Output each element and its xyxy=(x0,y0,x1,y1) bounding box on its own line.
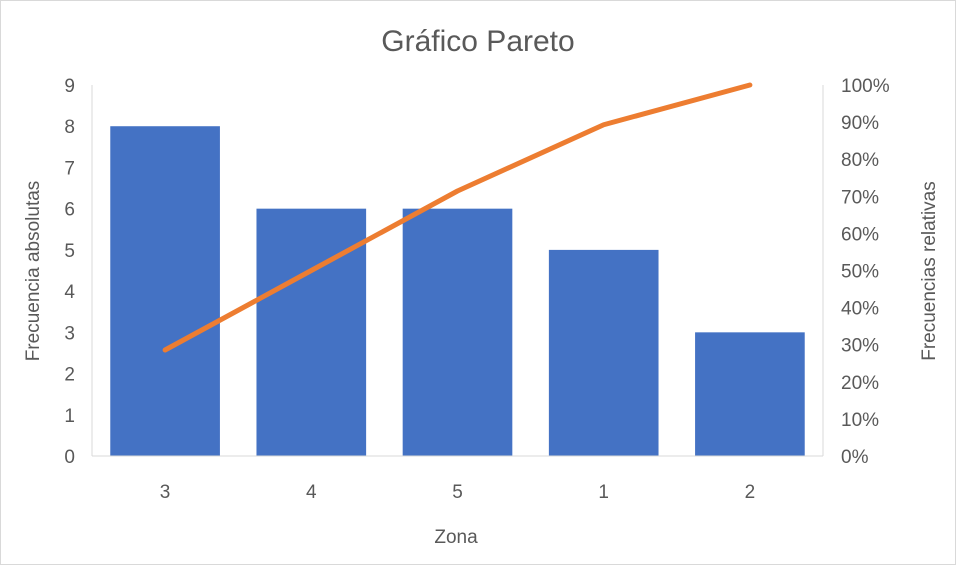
y2-tick-label: 10% xyxy=(841,410,879,431)
y2-tick-label: 90% xyxy=(841,113,879,134)
x-tick-label: 4 xyxy=(306,482,317,503)
y-tick-label: 8 xyxy=(64,117,75,138)
y-tick-label: 9 xyxy=(64,76,75,97)
y2-tick-label: 80% xyxy=(841,150,879,171)
y-tick-label: 7 xyxy=(64,158,75,179)
y2-tick-label: 100% xyxy=(841,76,890,97)
bar-5 xyxy=(403,209,513,456)
x-tick-label: 2 xyxy=(745,482,756,503)
chart-title: Gráfico Pareto xyxy=(381,25,574,58)
y-tick-label: 6 xyxy=(64,200,75,221)
y2-tick-label: 70% xyxy=(841,187,879,208)
y2-tick-label: 20% xyxy=(841,373,879,394)
bar-4 xyxy=(256,209,366,456)
y2-axis-title: Frecuencias relativas xyxy=(919,181,940,361)
y2-tick-label: 0% xyxy=(841,447,869,468)
y-tick-label: 3 xyxy=(64,323,75,344)
y2-tick-label: 40% xyxy=(841,299,879,320)
y2-tick-label: 60% xyxy=(841,224,879,245)
y-tick-label: 2 xyxy=(64,365,75,386)
y-tick-label: 4 xyxy=(64,282,75,303)
y-tick-label: 5 xyxy=(64,241,75,262)
y-tick-label: 1 xyxy=(64,406,75,427)
y2-tick-label: 30% xyxy=(841,336,879,357)
bar-3 xyxy=(110,126,220,456)
bar-series xyxy=(110,126,804,456)
y-tick-label: 0 xyxy=(64,447,75,468)
y-axis-title: Frecuencia absolutas xyxy=(23,181,44,362)
x-tick-label: 3 xyxy=(160,482,171,503)
bar-1 xyxy=(549,250,659,456)
x-tick-label: 1 xyxy=(598,482,609,503)
x-axis-title: Zona xyxy=(434,527,478,548)
x-tick-label: 5 xyxy=(452,482,463,503)
bar-2 xyxy=(695,332,805,456)
y2-tick-label: 50% xyxy=(841,262,879,283)
